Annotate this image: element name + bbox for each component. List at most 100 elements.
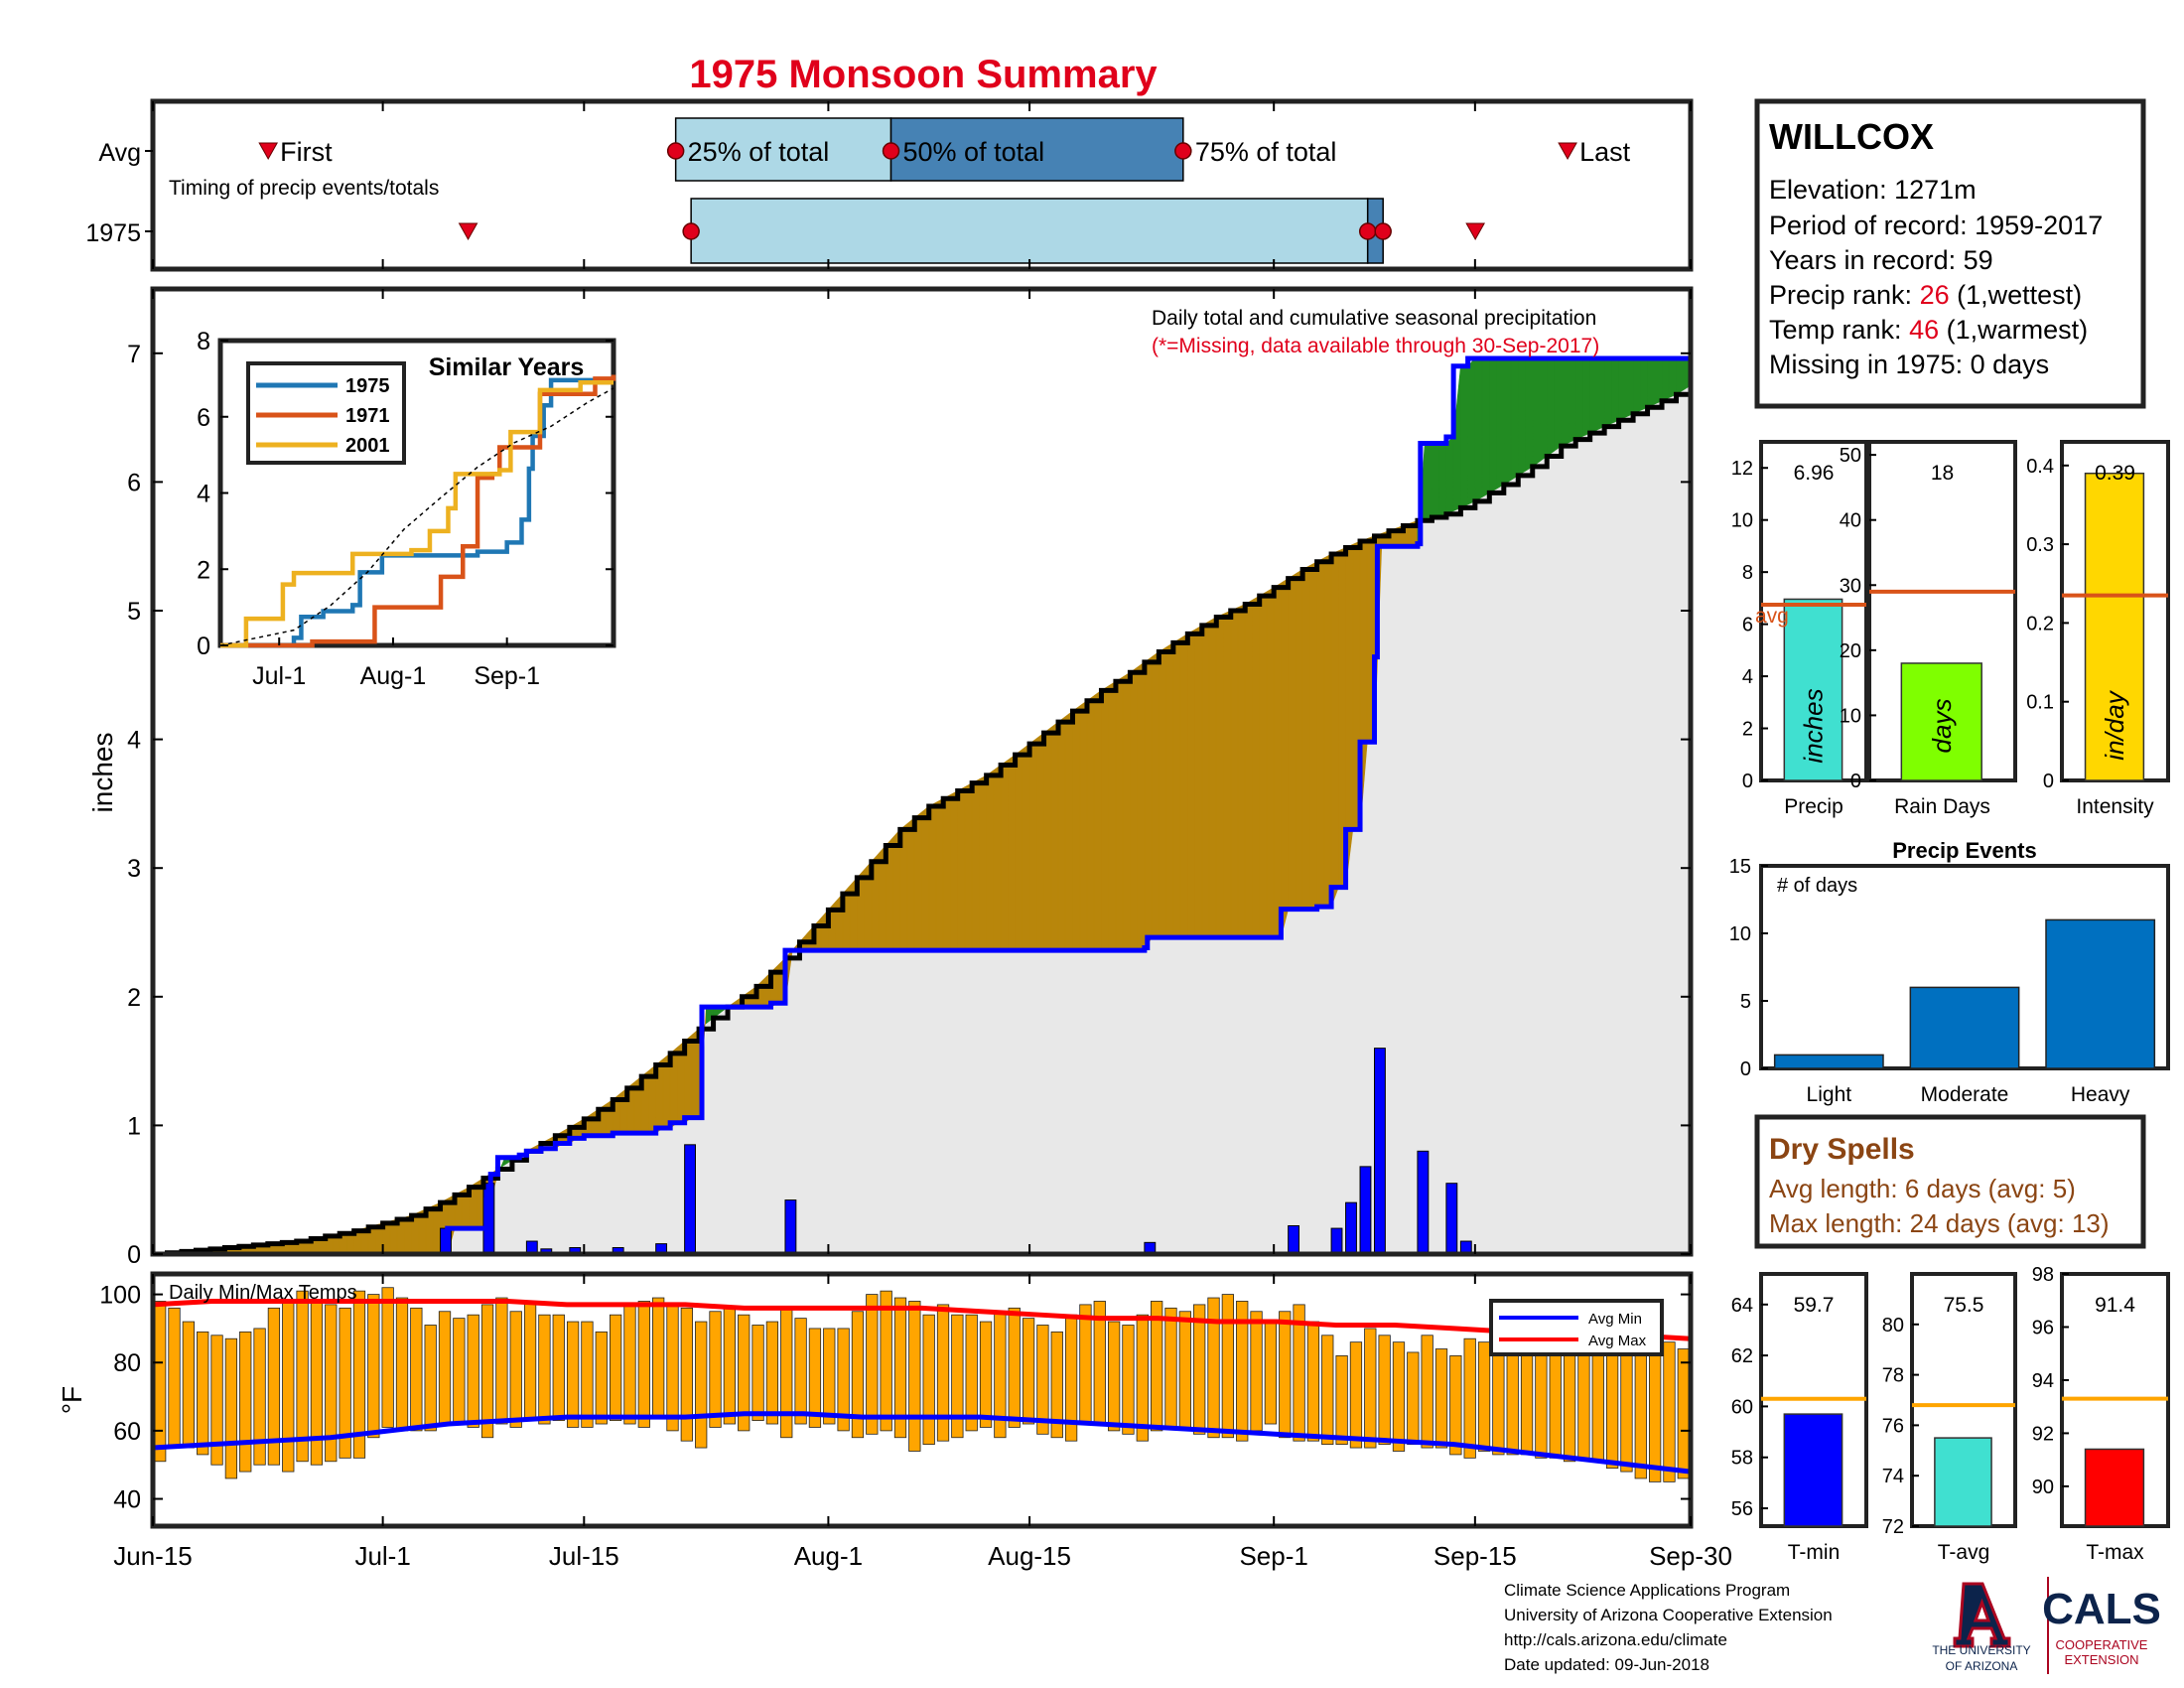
- temp-range-bar: [282, 1301, 295, 1473]
- temp-range-bar: [1663, 1341, 1676, 1482]
- t-avg-tick-label: 76: [1882, 1415, 1904, 1437]
- temp-range-bar: [723, 1307, 737, 1425]
- year-last-marker: [1465, 222, 1485, 241]
- t-min-tick-label: 56: [1731, 1498, 1753, 1520]
- main-missing-note: (*=Missing, data available through 30-Se…: [1152, 335, 1599, 357]
- precip-total-tick-label: 12: [1731, 458, 1753, 480]
- timing-row-avg: Avg: [98, 139, 141, 167]
- temp-range-bar: [1236, 1301, 1249, 1442]
- t-min-tick-label: 60: [1731, 1396, 1753, 1418]
- temp-range-bar: [1492, 1344, 1505, 1456]
- inset-title: Similar Years: [429, 353, 585, 381]
- temps-title: Daily Min/Max Temps: [169, 1282, 357, 1304]
- daily-precip-bar: [684, 1144, 696, 1255]
- y-tick-label: 7: [127, 341, 141, 368]
- temps-legend-frame: [1489, 1299, 1664, 1356]
- last-label: Last: [1579, 137, 1631, 167]
- avg-50-marker: [882, 142, 900, 160]
- station-years: Years in record: 59: [1769, 245, 1993, 275]
- temp-range-bar: [552, 1314, 565, 1421]
- t-avg-tick-label: 78: [1882, 1365, 1904, 1387]
- temp-range-bar: [1649, 1344, 1662, 1482]
- t-max-value: 91.4: [2095, 1294, 2135, 1317]
- temp-range-bar: [538, 1314, 551, 1425]
- temp-range-bar: [424, 1325, 437, 1432]
- avg-min-line: [152, 1411, 1692, 1475]
- intensity-xlabel: Intensity: [2076, 795, 2154, 818]
- temp-range-bar: [1677, 1348, 1690, 1479]
- temp-range-bar: [695, 1321, 708, 1449]
- temp-range-bar: [296, 1290, 309, 1463]
- precip-total-tick-label: 4: [1742, 666, 1753, 688]
- events-tick-label: 15: [1729, 856, 1751, 878]
- footer: Climate Science Applications Program Uni…: [1504, 1581, 1833, 1674]
- footer-line2: University of Arizona Cooperative Extens…: [1504, 1606, 1833, 1624]
- temp-range-bar: [1434, 1348, 1448, 1449]
- t-max-tick-label: 96: [2032, 1317, 2054, 1338]
- temp-range-bar: [623, 1304, 636, 1425]
- temp-range-bar: [1605, 1341, 1619, 1470]
- temp-range-bar: [1549, 1348, 1562, 1459]
- temps-tick-label: 40: [113, 1486, 141, 1514]
- temp-range-bar: [680, 1307, 693, 1442]
- temps-legend-label: Avg Max: [1588, 1333, 1647, 1349]
- y-tick-label: 4: [127, 727, 141, 755]
- avg-75-marker: [1174, 142, 1192, 160]
- temp-range-bar: [751, 1325, 764, 1421]
- station-elevation: Elevation: 1271m: [1769, 175, 1977, 205]
- precip-total-value: 6.96: [1794, 462, 1835, 485]
- cals-line2: EXTENSION: [2064, 1652, 2138, 1667]
- year-first-marker: [458, 222, 478, 241]
- x-tick-label: Sep-1: [1239, 1541, 1307, 1571]
- temp-range-bar: [1036, 1325, 1049, 1435]
- intensity-tick-label: 0.2: [2026, 613, 2054, 634]
- temps-tick-label: 60: [113, 1418, 141, 1446]
- station-name: WILLCOX: [1769, 116, 1934, 157]
- events-category-label: Moderate: [1921, 1083, 2009, 1106]
- intensity-inner-label: in/day: [2100, 689, 2129, 760]
- rain-days-value: 18: [1931, 462, 1954, 485]
- cals-logo: CALS COOPERATIVE EXTENSION: [2042, 1585, 2161, 1667]
- year-25-marker: [682, 222, 700, 240]
- temp-range-bar: [1264, 1321, 1278, 1425]
- inset-y-label: 8: [197, 328, 210, 355]
- y-tick-label: 0: [127, 1241, 141, 1269]
- temp-range-bar: [253, 1328, 266, 1466]
- t-min-value: 59.7: [1794, 1294, 1835, 1317]
- timing-caption: Timing of precip events/totals: [169, 177, 439, 200]
- temp-range-bar: [197, 1331, 209, 1456]
- station-temp-rank: Temp rank: 46 (1,warmest): [1769, 315, 2088, 345]
- temp-range-bar: [352, 1290, 366, 1459]
- events-category-label: Light: [1807, 1083, 1852, 1106]
- rain-days-tick-label: 0: [1850, 771, 1861, 792]
- t-avg-bar: [1934, 1437, 1992, 1527]
- temp-range-bar: [509, 1311, 522, 1428]
- t-max-tick-label: 92: [2032, 1423, 2054, 1445]
- temp-range-bar: [1221, 1294, 1235, 1439]
- temps-tick-label: 80: [113, 1349, 141, 1377]
- temp-range-bar: [965, 1314, 978, 1432]
- timing-panel: First Last 25% of total 50% of total 75% of …: [85, 98, 1694, 272]
- inset-series-line: [220, 377, 614, 648]
- precip-stat-bars: 6.96 0 2 4 6 8 10 12 Precip inches 18 0 10 20 30 40 50 Ra…: [1731, 440, 2170, 818]
- temps-legend: Avg Min Avg Max: [1489, 1299, 1664, 1356]
- temp-range-bar: [1293, 1304, 1305, 1442]
- station-info-box: WILLCOX Elevation: 1271m Period of recor…: [1754, 98, 2146, 409]
- temp-range-bar: [1079, 1304, 1092, 1425]
- precip-avg-label: avg: [1755, 605, 1789, 628]
- temp-range-bar: [1306, 1321, 1320, 1442]
- temp-range-bar: [1321, 1335, 1334, 1446]
- x-tick-label: Jul-15: [549, 1541, 619, 1571]
- daily-precip-bar: [1417, 1150, 1430, 1255]
- t-avg-tick-label: 72: [1882, 1516, 1904, 1538]
- p25-label: 25% of total: [688, 137, 830, 167]
- temp-range-bar: [979, 1321, 993, 1428]
- temp-range-bar: [210, 1335, 223, 1466]
- temp-range-bar: [652, 1297, 665, 1418]
- dry-spells-avg: Avg length: 6 days (avg: 5): [1769, 1174, 2076, 1203]
- t-max-tick-label: 90: [2032, 1477, 2054, 1498]
- daily-precip-bar: [1345, 1201, 1357, 1255]
- main-plot-frame: [150, 286, 1694, 1257]
- temp-range-bar: [267, 1307, 281, 1466]
- intensity-tick-label: 0.4: [2026, 456, 2054, 478]
